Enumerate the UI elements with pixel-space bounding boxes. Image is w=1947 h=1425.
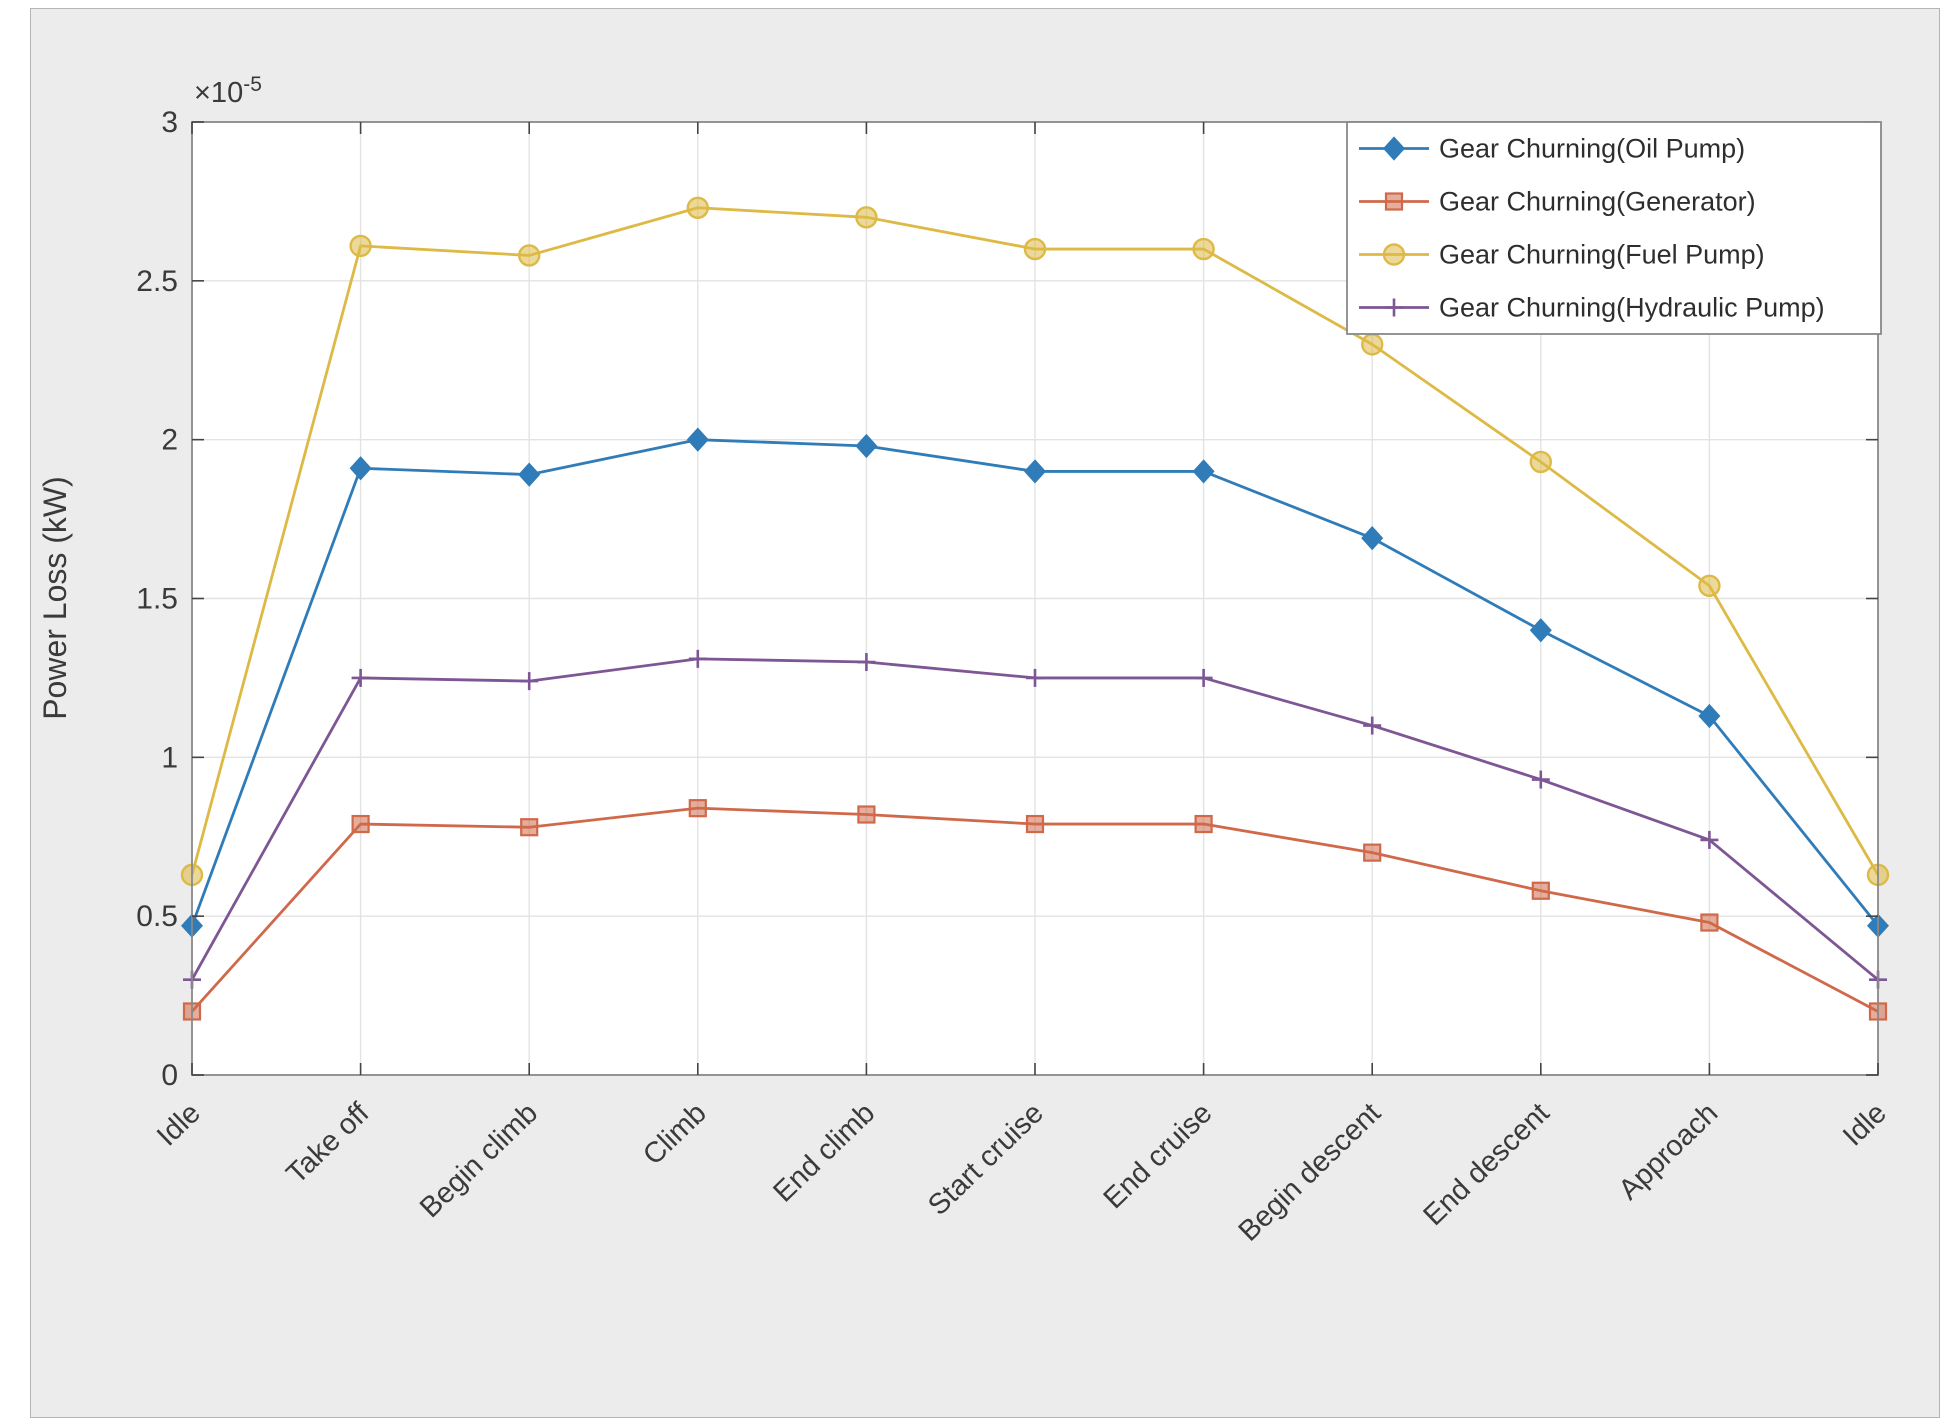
x-tick-label: Take off [281,1096,377,1190]
x-tick-label: End climb [767,1097,881,1208]
marker-square [520,818,539,837]
y-tick-label: 2.5 [136,265,178,298]
marker-circle [349,234,372,258]
marker-square [1531,881,1550,900]
marker-square [351,814,370,834]
legend-label: Gear Churning(Generator) [1439,187,1756,217]
legend-entry: Gear Churning(Hydraulic Pump) [1359,293,1825,323]
y-tick-label: 0 [161,1059,178,1092]
marker-diamond [1698,703,1721,729]
marker-square [1025,814,1045,834]
x-tick-label: Idle [1837,1097,1893,1153]
marker-circle [686,196,709,219]
legend-box [1346,121,1882,335]
marker-square [1363,843,1382,862]
legend-label: Gear Churning(Oil Pump) [1439,134,1745,164]
y-tick-label: 1 [161,741,178,774]
y-tick-label: 2 [161,424,178,457]
legend-label: Gear Churning(Hydraulic Pump) [1439,293,1825,323]
y-axis-title: Power Loss (kW) [37,476,73,720]
y-tick-label: 1.5 [136,583,178,616]
marker-circle [1360,333,1384,356]
marker-circle [518,244,541,267]
y-axis-exponent-label: ×10-5 [194,73,262,109]
legend-label: Gear Churning(Fuel Pump) [1439,240,1765,270]
x-tick-label: Start cruise [922,1097,1050,1222]
marker-diamond [1529,618,1552,643]
x-tick-label: Climb [637,1097,713,1172]
x-tick-label: Approach [1613,1097,1725,1206]
marker-square [1700,913,1719,932]
marker-diamond [349,456,372,481]
series-gear-churning-hydraulic-pump- [183,649,1887,989]
marker-square [688,799,707,818]
x-tick-label: Begin climb [414,1097,544,1224]
x-tick-label: Begin descent [1233,1097,1387,1248]
series-gear-churning-oil-pump- [180,427,1890,938]
legend-entry: Gear Churning(Oil Pump) [1359,134,1745,164]
marker-circle [1382,243,1406,266]
marker-diamond [686,427,709,452]
marker-circle [1698,574,1721,597]
x-tick-label: Idle [151,1097,207,1153]
y-tick-label: 0.5 [136,900,178,933]
marker-circle [1192,237,1215,261]
marker-square [1194,814,1213,834]
marker-square [1384,192,1404,211]
legend-entry: Gear Churning(Fuel Pump) [1359,240,1765,270]
marker-diamond [1192,459,1215,484]
marker-circle [1529,450,1553,474]
y-tick-label: 3 [161,106,178,139]
marker-circle [855,206,878,229]
marker-diamond [1382,136,1406,161]
marker-diamond [855,433,878,459]
marker-diamond [1361,526,1384,551]
marker-circle [1023,237,1047,261]
x-tick-label: End descent [1417,1097,1555,1232]
marker-square [857,805,876,824]
marker-diamond [1023,459,1047,484]
x-tick-label: End cruise [1098,1097,1219,1215]
marker-diamond [518,462,541,487]
legend-entry: Gear Churning(Generator) [1359,187,1756,217]
